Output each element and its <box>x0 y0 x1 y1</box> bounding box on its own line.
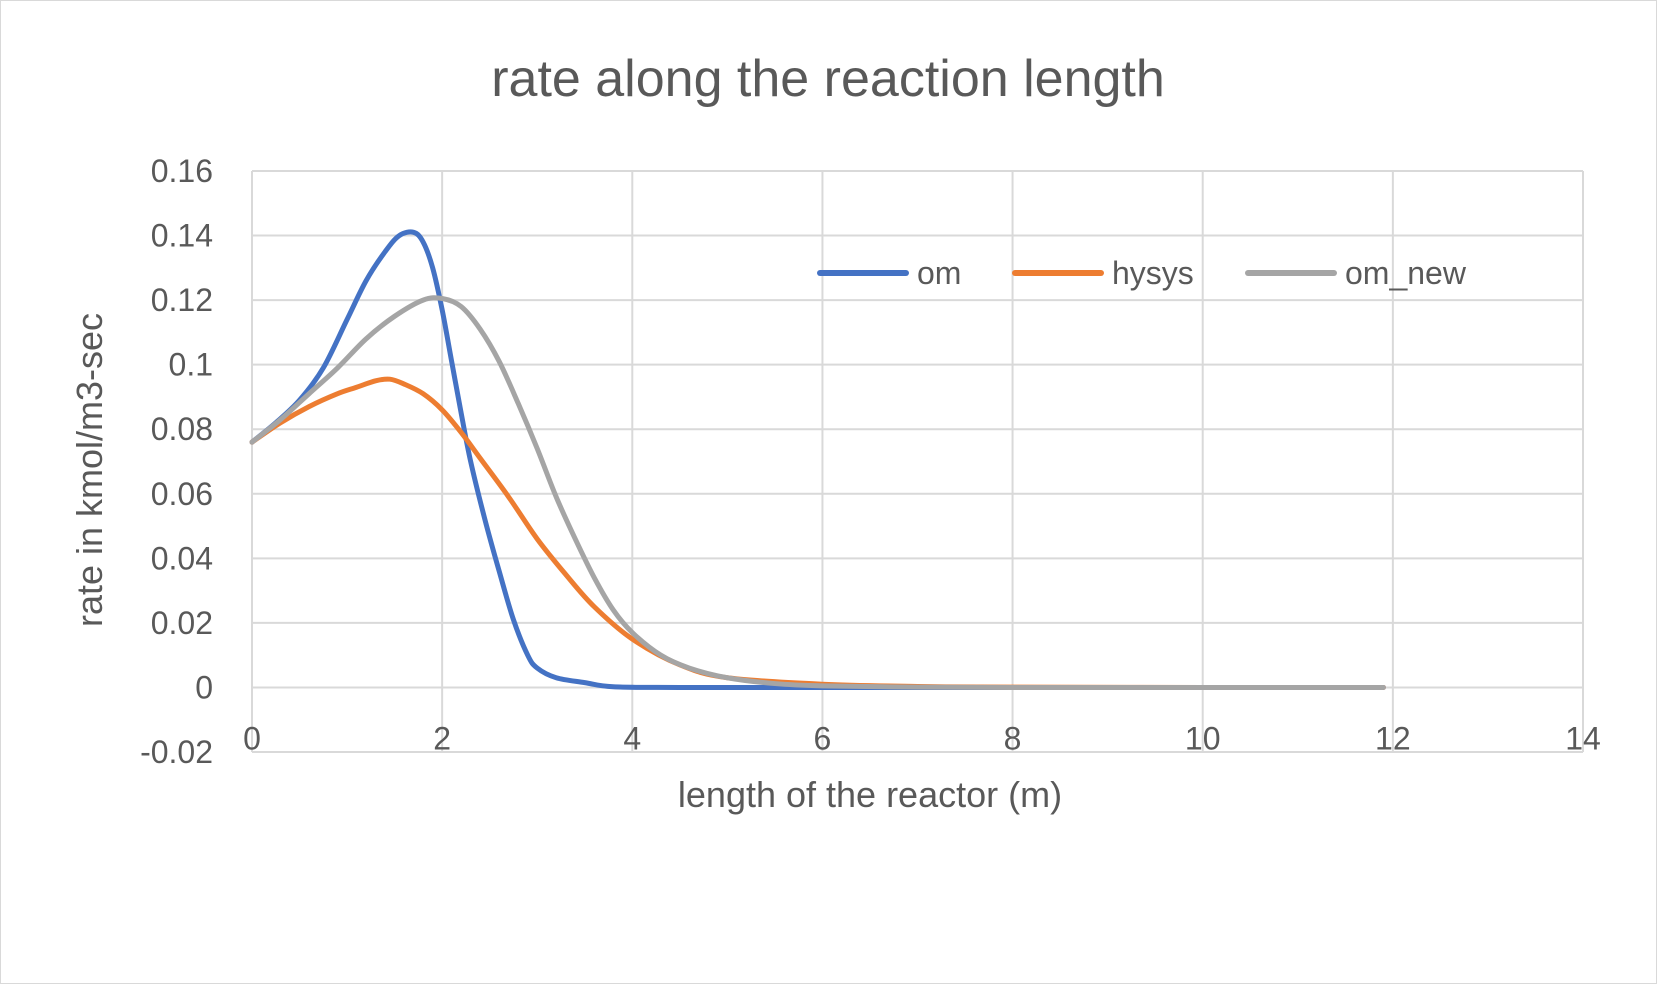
y-tick-label: 0.06 <box>151 476 213 512</box>
y-axis-ticks: 0.16 0.14 0.12 0.1 0.08 0.06 0.04 0.02 0 -0.02 <box>140 153 213 770</box>
x-tick-label: 14 <box>1565 720 1601 756</box>
x-axis-label: length of the reactor (m) <box>678 774 1062 815</box>
y-tick-label: 0.12 <box>151 282 213 318</box>
series-line-hysys <box>249 376 1386 690</box>
x-tick-label: 6 <box>814 720 832 756</box>
legend-label-hysys: hysys <box>1112 255 1194 291</box>
y-tick-label: 0.02 <box>151 605 213 641</box>
x-tick-label: 0 <box>243 720 261 756</box>
x-tick-label: 4 <box>623 720 641 756</box>
y-tick-label: 0.04 <box>151 540 213 576</box>
y-tick-label: 0.08 <box>151 411 213 447</box>
series-lines <box>249 229 1386 690</box>
x-tick-label: 8 <box>1004 720 1022 756</box>
y-tick-label: -0.02 <box>140 734 213 770</box>
y-axis-label: rate in kmol/m3-sec <box>69 313 110 627</box>
x-axis-ticks: 0 2 4 6 8 10 12 14 <box>243 720 1601 756</box>
legend-label-om-new: om_new <box>1345 255 1467 291</box>
series-line-om-new <box>249 295 1386 690</box>
y-tick-label: 0 <box>195 669 213 705</box>
y-tick-label: 0.14 <box>151 218 213 254</box>
x-tick-label: 10 <box>1185 720 1221 756</box>
x-tick-label: 2 <box>433 720 451 756</box>
y-tick-label: 0.1 <box>169 347 213 383</box>
legend-label-om: om <box>917 255 961 291</box>
chart-title: rate along the reaction length <box>491 50 1165 108</box>
x-tick-label: 12 <box>1375 720 1411 756</box>
y-tick-label: 0.16 <box>151 153 213 189</box>
legend: om hysys om_new <box>817 255 1467 291</box>
